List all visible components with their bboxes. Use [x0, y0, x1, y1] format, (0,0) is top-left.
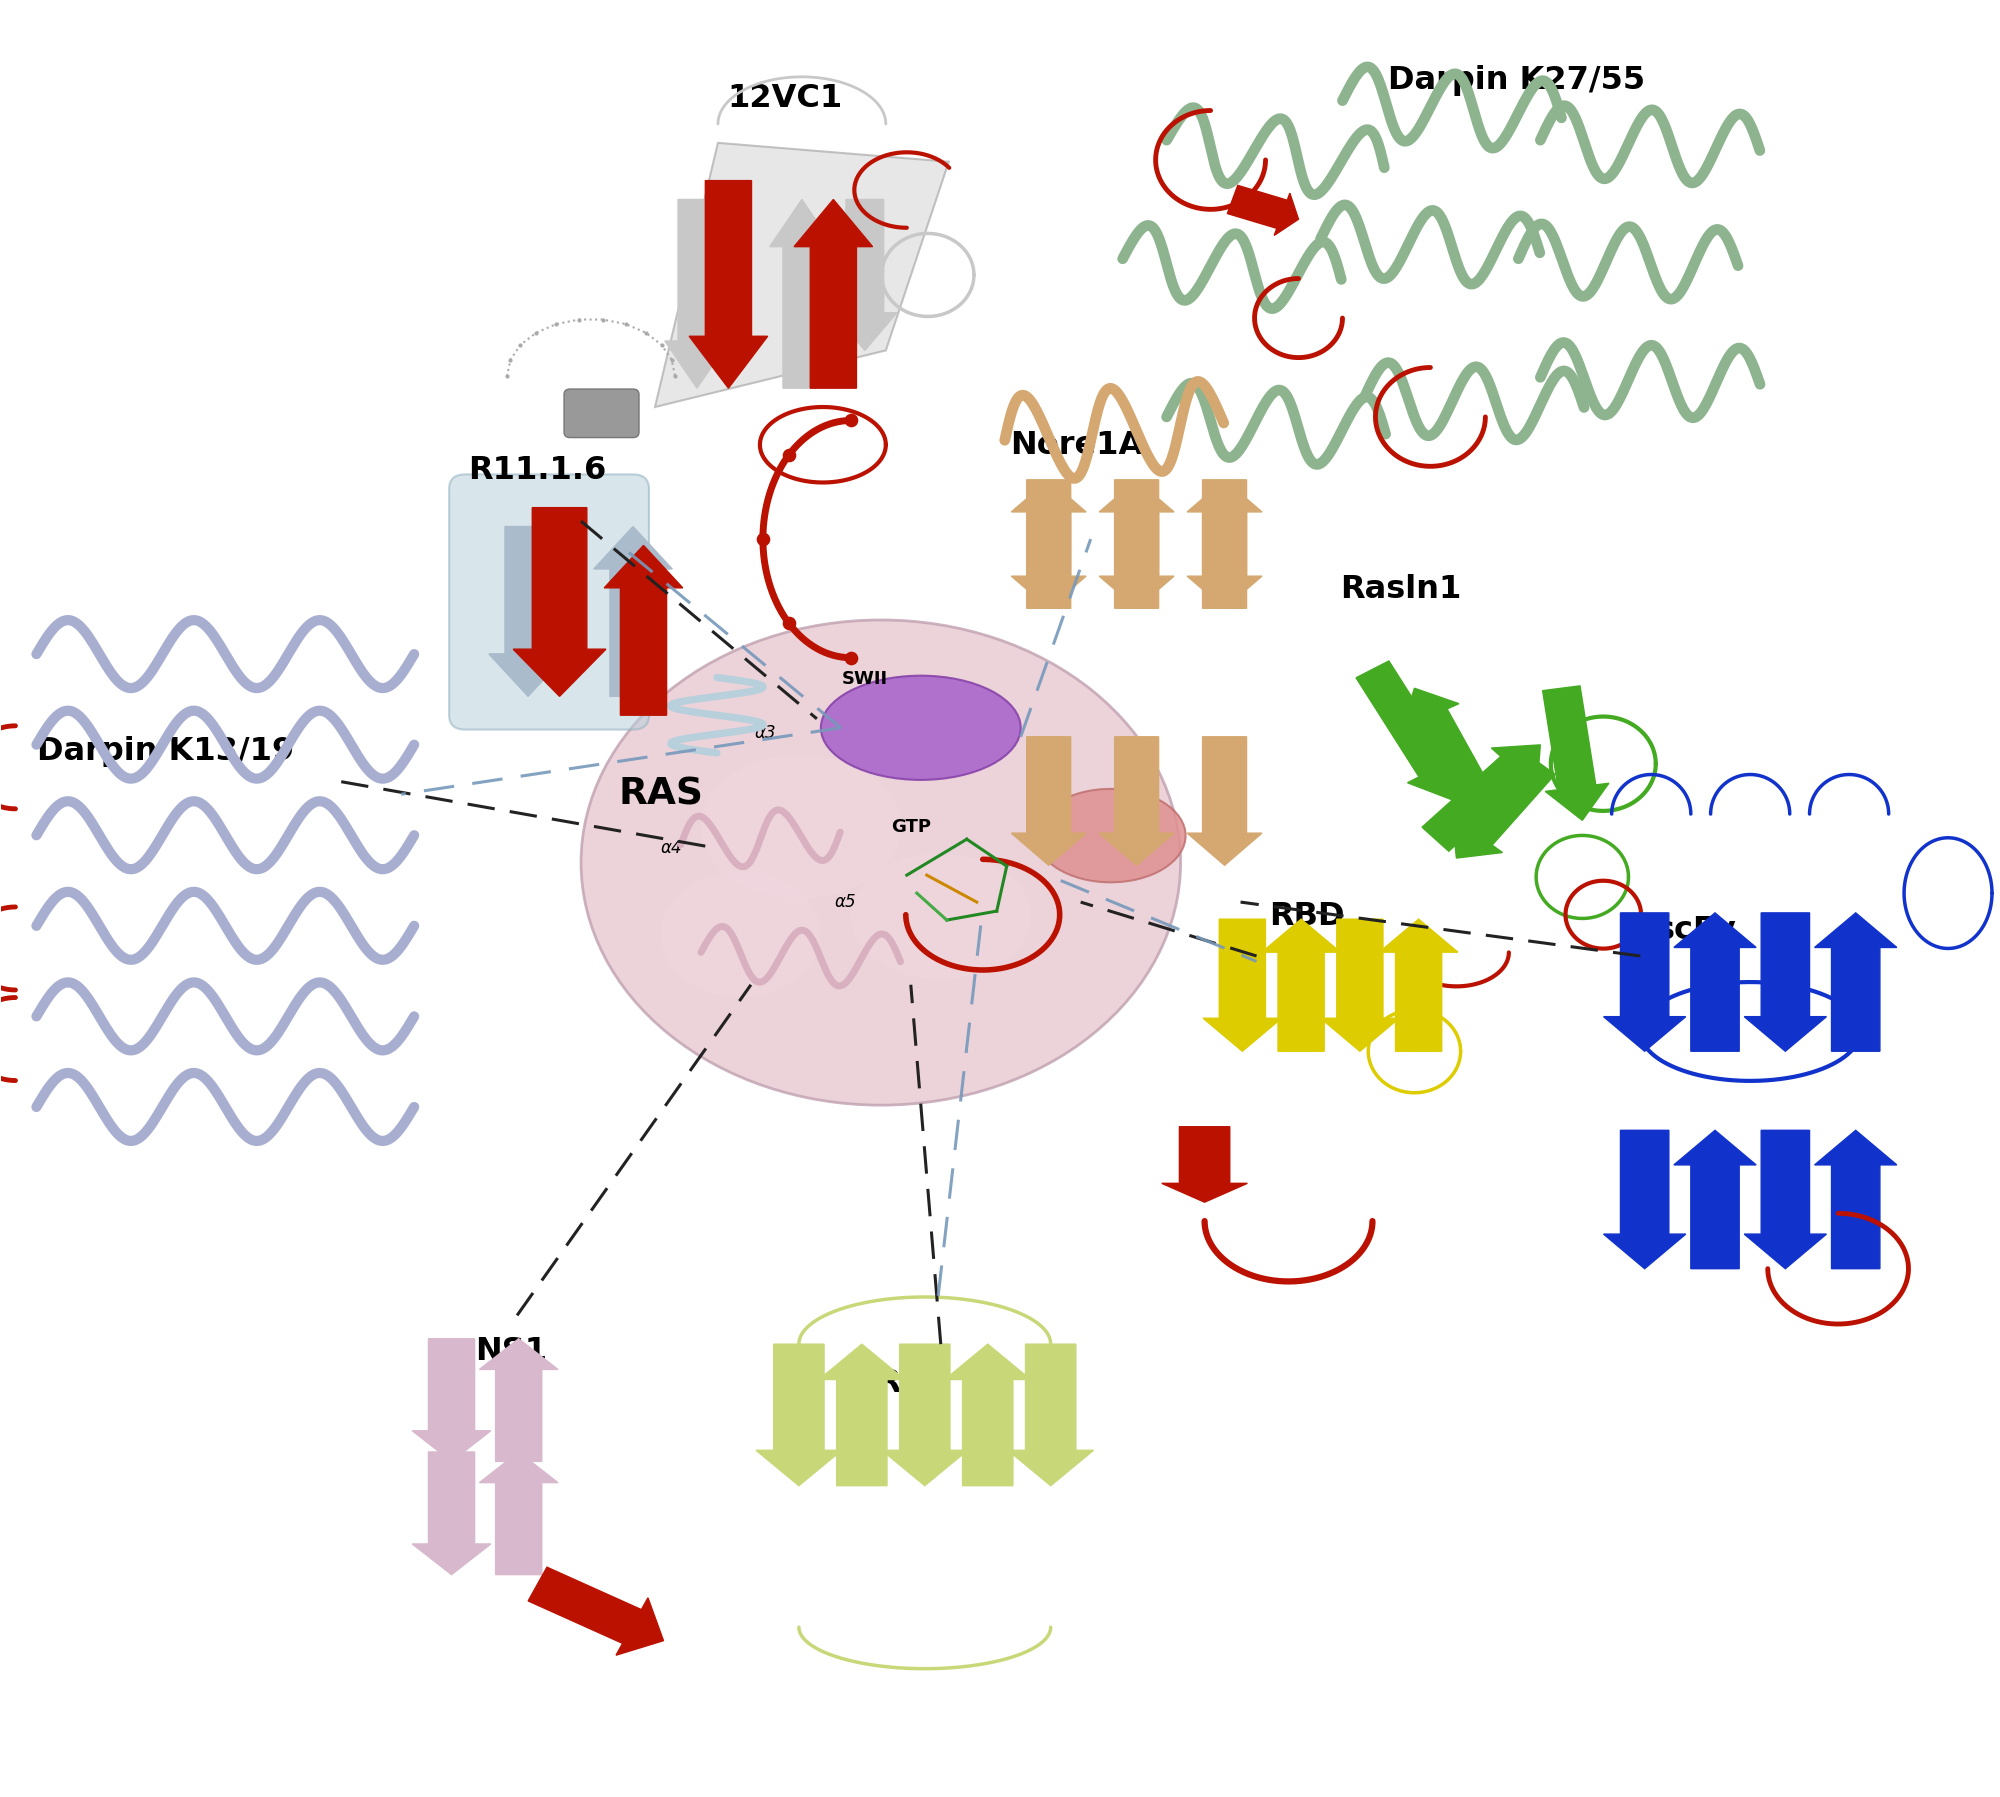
Ellipse shape [660, 872, 820, 997]
FancyArrow shape [1012, 480, 1086, 607]
Text: RAS: RAS [618, 776, 704, 812]
Polygon shape [654, 144, 948, 408]
Text: α4: α4 [660, 839, 682, 857]
Text: R15: R15 [876, 1368, 946, 1400]
FancyArrow shape [664, 199, 730, 388]
FancyArrow shape [594, 527, 672, 695]
Text: SWI: SWI [1120, 796, 1160, 814]
FancyArrow shape [1188, 480, 1262, 607]
FancyArrow shape [1100, 480, 1174, 607]
FancyArrow shape [1162, 1127, 1248, 1202]
FancyArrow shape [794, 199, 872, 388]
FancyArrow shape [1402, 688, 1494, 809]
FancyArrow shape [604, 544, 682, 715]
FancyArrow shape [1320, 920, 1400, 1051]
Text: GTP: GTP [890, 818, 930, 836]
FancyArrow shape [882, 1344, 968, 1486]
Text: α3: α3 [754, 724, 776, 742]
FancyArrow shape [488, 527, 568, 695]
FancyArrow shape [1542, 686, 1608, 819]
Text: RBD: RBD [1268, 900, 1344, 933]
Text: Darpin K13/19: Darpin K13/19 [36, 735, 294, 767]
FancyBboxPatch shape [564, 388, 638, 437]
FancyBboxPatch shape [450, 474, 648, 730]
Ellipse shape [820, 676, 1020, 780]
FancyArrow shape [514, 507, 606, 695]
Ellipse shape [582, 620, 1180, 1105]
FancyArrow shape [1814, 913, 1896, 1051]
Text: SWII: SWII [842, 670, 888, 688]
Text: Nore1A: Nore1A [1010, 429, 1144, 462]
Text: 12VC1: 12VC1 [728, 83, 842, 115]
FancyArrow shape [1744, 1130, 1826, 1269]
FancyArrow shape [1012, 737, 1086, 866]
FancyArrow shape [1380, 920, 1458, 1051]
FancyArrow shape [1604, 913, 1686, 1051]
Text: α5: α5 [834, 893, 856, 911]
FancyArrow shape [1204, 920, 1282, 1051]
Ellipse shape [850, 854, 1030, 979]
Text: scFv: scFv [1656, 915, 1736, 947]
Ellipse shape [700, 755, 900, 898]
FancyArrow shape [480, 1339, 558, 1461]
FancyArrow shape [832, 199, 896, 350]
Ellipse shape [1036, 789, 1186, 882]
FancyArrow shape [528, 1567, 664, 1655]
FancyArrow shape [1262, 920, 1340, 1051]
FancyArrow shape [480, 1452, 558, 1574]
FancyArrow shape [770, 199, 834, 388]
FancyArrow shape [412, 1452, 490, 1574]
FancyArrow shape [944, 1344, 1030, 1486]
Text: R11.1.6: R11.1.6 [468, 455, 606, 487]
Text: Rasln1: Rasln1 [1340, 573, 1462, 606]
FancyArrow shape [1100, 480, 1174, 607]
FancyArrow shape [412, 1339, 490, 1461]
FancyArrow shape [1674, 913, 1756, 1051]
FancyArrow shape [1100, 737, 1174, 866]
FancyArrow shape [1008, 1344, 1094, 1486]
FancyArrow shape [1604, 1130, 1686, 1269]
Text: NS1: NS1 [476, 1335, 548, 1368]
FancyArrow shape [1674, 1130, 1756, 1269]
FancyArrow shape [820, 1344, 904, 1486]
FancyArrow shape [1228, 185, 1298, 235]
FancyArrow shape [1814, 1130, 1896, 1269]
FancyArrow shape [1452, 753, 1556, 859]
FancyArrow shape [756, 1344, 842, 1486]
FancyArrow shape [1188, 737, 1262, 866]
FancyArrow shape [1188, 480, 1262, 607]
Text: Darpin K27/55: Darpin K27/55 [1388, 65, 1644, 97]
FancyArrow shape [1422, 746, 1540, 852]
FancyArrow shape [1744, 913, 1826, 1051]
FancyArrow shape [690, 181, 768, 388]
FancyArrow shape [1012, 480, 1086, 607]
FancyArrow shape [1356, 661, 1464, 801]
